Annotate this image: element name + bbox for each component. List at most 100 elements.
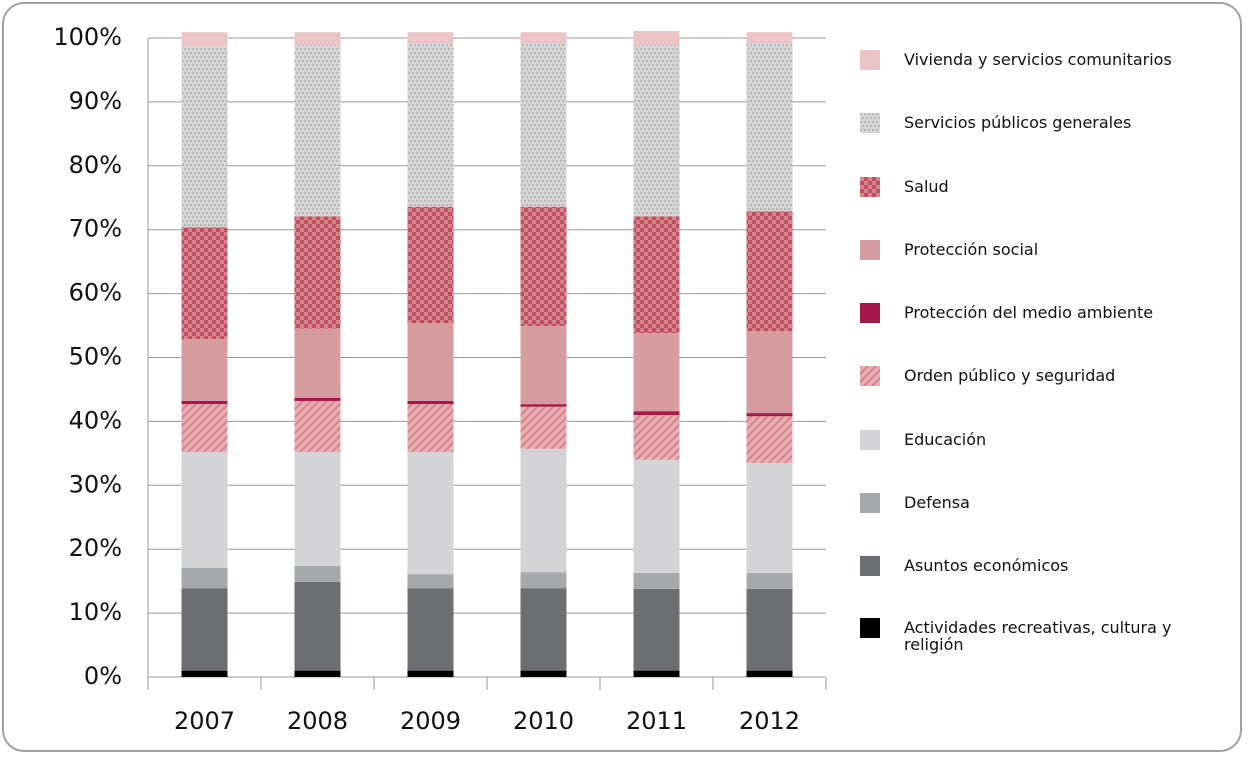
- bar-segment: [181, 452, 228, 568]
- bar-segment: [294, 670, 341, 677]
- bar-segment: [520, 32, 567, 44]
- legend-swatch: [860, 113, 880, 133]
- bar-segment: [746, 588, 793, 671]
- bar-segment: [407, 574, 454, 589]
- legend-label: Asuntos económicos: [904, 556, 1069, 575]
- bar-segment: [294, 452, 341, 566]
- x-tick-label: 2009: [400, 707, 461, 735]
- legend-label: Protección social: [904, 240, 1039, 259]
- bar-segment: [746, 462, 793, 573]
- bar-segment: [746, 670, 793, 677]
- bar-segment: [294, 565, 341, 582]
- legend-label: Educación: [904, 430, 987, 449]
- bar-segment: [407, 400, 454, 405]
- bar-segment: [520, 406, 567, 449]
- bar-segment: [746, 43, 793, 212]
- legend-swatch: [860, 556, 880, 576]
- y-tick-label: 90%: [69, 87, 122, 115]
- bar-segment: [633, 459, 680, 573]
- legend-swatch: [860, 177, 880, 197]
- legend-label: Vivienda y servicios comunitarios: [904, 50, 1172, 69]
- bar-segment: [633, 411, 680, 416]
- legend-swatch: [860, 303, 880, 323]
- bar-segment: [520, 448, 567, 573]
- y-tick-label: 70%: [69, 215, 122, 243]
- bar-segment: [407, 43, 454, 207]
- x-tick-label: 2011: [626, 707, 687, 735]
- bar-segment: [294, 328, 341, 398]
- legend-swatch: [860, 430, 880, 450]
- bar-segment: [407, 588, 454, 671]
- x-tick-label: 2010: [513, 707, 574, 735]
- legend-label: Defensa: [904, 493, 970, 512]
- x-tick-label: 2008: [287, 707, 348, 735]
- bar-segment: [520, 43, 567, 207]
- bar-segment: [407, 404, 454, 453]
- bar-segment: [294, 400, 341, 453]
- legend-label: Servicios públicos generales: [904, 113, 1132, 132]
- bar-segment: [294, 397, 341, 401]
- bar-segment: [181, 227, 228, 339]
- bar-segment: [633, 30, 680, 46]
- bar-segment: [520, 588, 567, 671]
- bar-segment: [633, 572, 680, 589]
- legend-label: Protección del medio ambiente: [904, 303, 1154, 322]
- bar-segment: [746, 331, 793, 414]
- bar-segment: [407, 32, 454, 44]
- legend-label: Actividades recreativas, cultura y relig…: [904, 618, 1172, 654]
- y-tick-label: 20%: [69, 534, 122, 562]
- y-tick-label: 100%: [53, 23, 122, 51]
- bar-segment: [294, 32, 341, 46]
- legend-swatch: [860, 618, 880, 638]
- bar-segment: [746, 416, 793, 463]
- legend-label: Orden público y seguridad: [904, 366, 1116, 385]
- bar-segment: [181, 588, 228, 671]
- bar-segment: [181, 400, 228, 405]
- bar-segment: [407, 206, 454, 323]
- bar-segment: [181, 32, 228, 47]
- bar-segment: [633, 216, 680, 334]
- legend-label: Salud: [904, 177, 949, 196]
- bar-segment: [633, 670, 680, 677]
- bar-segment: [407, 322, 454, 401]
- bar-segment: [294, 216, 341, 329]
- bar-segment: [633, 45, 680, 217]
- x-tick-label: 2007: [174, 707, 235, 735]
- legend-swatch: [860, 493, 880, 513]
- bar-segment: [520, 670, 567, 677]
- legend-swatch: [860, 240, 880, 260]
- y-tick-label: 40%: [69, 406, 122, 434]
- bar-segment: [407, 670, 454, 677]
- bar-segment: [181, 338, 228, 401]
- y-tick-label: 0%: [84, 662, 122, 690]
- legend-swatch: [860, 50, 880, 70]
- y-tick-label: 60%: [69, 279, 122, 307]
- y-tick-label: 50%: [69, 343, 122, 371]
- y-tick-label: 80%: [69, 151, 122, 179]
- bar-segment: [181, 670, 228, 677]
- legend-swatch: [860, 366, 880, 386]
- bar-segment: [181, 567, 228, 589]
- x-tick-label: 2012: [739, 707, 800, 735]
- bar-segment: [520, 572, 567, 589]
- bar-segment: [181, 404, 228, 453]
- bar-segment: [294, 581, 341, 671]
- bar-segment: [407, 452, 454, 575]
- bar-segment: [633, 588, 680, 671]
- bar-segment: [520, 206, 567, 327]
- bar-segment: [520, 404, 567, 407]
- bar-segment: [746, 32, 793, 44]
- bar-segment: [633, 333, 680, 412]
- bar-segment: [520, 326, 567, 405]
- bar-segment: [181, 46, 228, 228]
- bar-segment: [294, 45, 341, 217]
- bar-segment: [746, 572, 793, 589]
- y-tick-label: 10%: [69, 598, 122, 626]
- bar-segment: [633, 415, 680, 460]
- bar-segment: [746, 211, 793, 332]
- y-tick-label: 30%: [69, 470, 122, 498]
- bar-segment: [746, 413, 793, 417]
